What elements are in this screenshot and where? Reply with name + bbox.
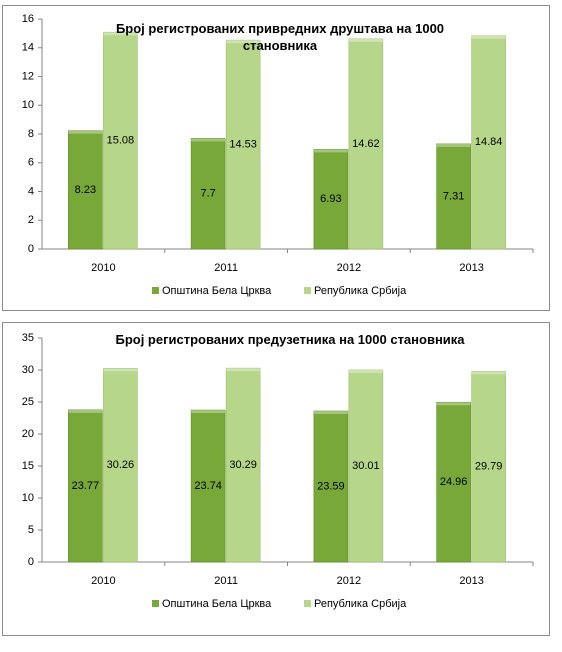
x-tick-label: 2013: [459, 262, 483, 274]
y-tick-label: 2: [28, 214, 34, 226]
legend-label: Општина Бела Црква: [162, 598, 272, 610]
y-tick-label: 20: [22, 428, 34, 440]
data-label: 29.79: [475, 461, 503, 473]
y-tick-label: 12: [22, 70, 34, 82]
data-label: 8.23: [75, 184, 96, 196]
data-label: 24.96: [440, 476, 468, 488]
bar: [103, 368, 138, 563]
bar: [348, 38, 384, 250]
bar-top: [436, 143, 471, 147]
data-label: 15.08: [107, 135, 135, 147]
y-tick-label: 10: [22, 99, 34, 111]
legend-swatch: [304, 287, 311, 294]
bar-top: [313, 149, 348, 153]
legend-swatch: [152, 600, 159, 607]
data-label: 14.62: [352, 138, 380, 150]
y-tick-label: 30: [22, 364, 34, 376]
bar-top: [313, 411, 348, 415]
bar-top: [436, 402, 471, 406]
bar-top: [68, 409, 103, 413]
y-tick-label: 5: [28, 524, 34, 536]
y-tick-label: 8: [28, 128, 34, 140]
data-label: 6.93: [320, 193, 341, 205]
bar: [436, 401, 471, 563]
x-tick-label: 2010: [91, 262, 115, 274]
bar-top: [103, 32, 138, 36]
bar: [190, 409, 226, 563]
y-tick-label: 35: [22, 332, 34, 344]
y-tick-label: 4: [28, 185, 34, 197]
chart-title: Број регистрованих привредних друштава н…: [115, 21, 445, 53]
bar-top: [226, 368, 261, 372]
y-tick-label: 14: [22, 42, 34, 54]
bar-top: [191, 138, 226, 142]
legend-label: Република Србија: [314, 598, 407, 610]
data-label: 14.53: [229, 138, 257, 150]
bar: [68, 130, 103, 250]
data-label: 23.74: [194, 480, 222, 492]
bar-top: [471, 35, 506, 39]
bar: [313, 410, 349, 563]
bar-top: [103, 368, 138, 372]
bar: [225, 39, 261, 250]
y-tick-label: 6: [28, 157, 34, 169]
bar-top: [191, 410, 226, 414]
data-label: 30.01: [352, 460, 380, 472]
data-label: 23.77: [72, 480, 100, 492]
legend-swatch: [304, 600, 311, 607]
bar-top: [471, 371, 506, 375]
data-label: 23.59: [317, 480, 345, 492]
data-label: 7.31: [443, 190, 464, 202]
bar-top: [226, 40, 261, 44]
bar: [190, 138, 226, 250]
x-tick-label: 2012: [337, 575, 361, 587]
y-tick-label: 0: [28, 243, 34, 255]
x-tick-label: 2013: [459, 575, 483, 587]
legend-swatch: [152, 287, 159, 294]
bar: [225, 367, 261, 563]
bar-top: [348, 38, 383, 42]
y-tick-label: 15: [22, 460, 34, 472]
y-tick-label: 16: [22, 13, 34, 25]
data-label: 14.84: [475, 136, 503, 148]
x-tick-label: 2012: [337, 262, 361, 274]
chart-title: Број регистрованих предузетника на 1000 …: [115, 332, 465, 347]
bar-top: [348, 369, 383, 373]
y-tick-label: 25: [22, 396, 34, 408]
x-tick-label: 2011: [214, 575, 238, 587]
y-tick-label: 0: [28, 556, 34, 568]
legend-label: Република Србија: [314, 285, 407, 297]
data-label: 30.26: [107, 459, 135, 471]
y-tick-label: 10: [22, 492, 34, 504]
bar: [68, 409, 103, 563]
bar: [103, 31, 138, 250]
bar: [436, 143, 471, 250]
x-tick-label: 2011: [214, 262, 238, 274]
legend-label: Општина Бела Црква: [162, 285, 272, 297]
data-label: 30.29: [229, 459, 257, 471]
bar: [348, 369, 384, 563]
x-tick-label: 2010: [91, 575, 115, 587]
bar: [471, 371, 506, 563]
data-label: 7.7: [200, 188, 215, 200]
bar-top: [68, 130, 103, 134]
bar: [471, 35, 506, 250]
bar: [313, 149, 349, 250]
